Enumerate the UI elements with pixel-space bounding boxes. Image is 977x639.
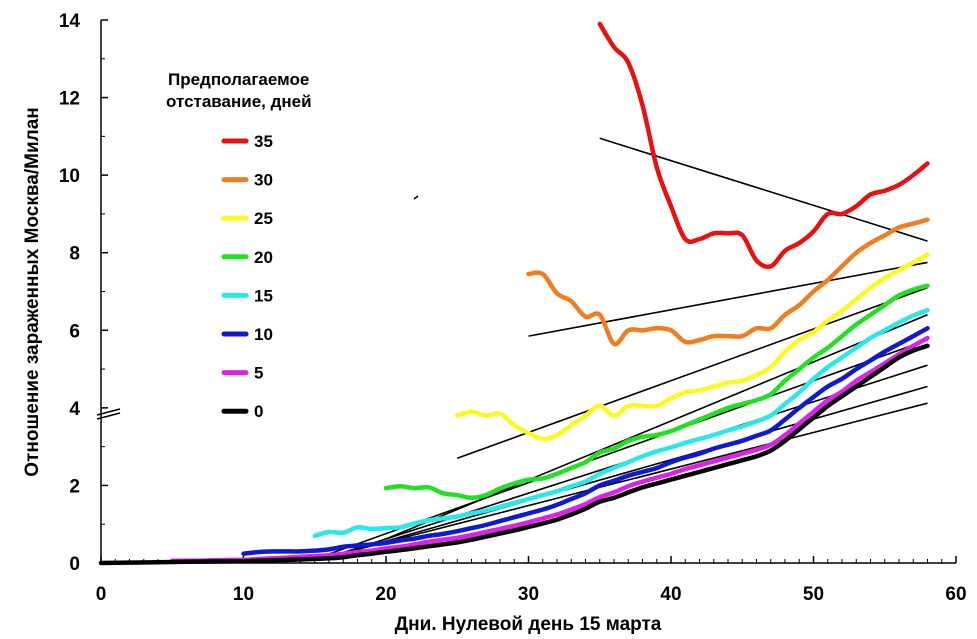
y-tick-label: 10 bbox=[59, 166, 80, 187]
series-line-35 bbox=[597, 21, 930, 270]
legend-label-10: 10 bbox=[254, 325, 273, 344]
series-line-20 bbox=[383, 283, 930, 501]
x-tick-label: 40 bbox=[660, 584, 681, 605]
series-line-0 bbox=[98, 343, 930, 566]
x-tick-label: 0 bbox=[96, 584, 107, 605]
legend-label-0: 0 bbox=[254, 402, 263, 421]
legend-label-15: 15 bbox=[254, 286, 273, 305]
legend-label-5: 5 bbox=[254, 364, 263, 383]
series-lines bbox=[98, 21, 930, 566]
y-tick-label: 8 bbox=[69, 244, 80, 265]
y-axis-title: Отношение зараженных Москва/Милан bbox=[22, 107, 43, 476]
legend-title-line-1: Предполагаемое bbox=[168, 70, 309, 89]
legend-title-line-2: отставание, дней bbox=[166, 92, 312, 111]
y-tick-label: 2 bbox=[69, 476, 80, 497]
axis-break-mark bbox=[96, 412, 121, 420]
trend-line bbox=[528, 261, 928, 337]
y-tick-label: 14 bbox=[59, 11, 81, 32]
trend-line bbox=[343, 385, 928, 555]
x-tick-label: 60 bbox=[945, 584, 966, 605]
x-tick-label: 30 bbox=[518, 584, 539, 605]
legend-label-25: 25 bbox=[254, 209, 273, 228]
series-line-5 bbox=[170, 335, 930, 563]
y-tick-label: 4 bbox=[69, 399, 80, 420]
series-line-25 bbox=[455, 252, 930, 442]
x-tick-label: 20 bbox=[375, 584, 396, 605]
y-tick-label: 6 bbox=[69, 321, 80, 342]
legend-label-30: 30 bbox=[254, 171, 273, 190]
stray-mark bbox=[413, 195, 419, 200]
trend-line bbox=[456, 286, 928, 460]
x-tick-label: 50 bbox=[803, 584, 824, 605]
y-tick-label: 12 bbox=[59, 89, 80, 110]
series-line-10 bbox=[241, 326, 930, 556]
trend-line bbox=[357, 402, 928, 551]
legend-label-20: 20 bbox=[254, 248, 273, 267]
y-tick-label: 0 bbox=[69, 554, 80, 575]
legend-items: 35 30 25 20 15 10 5 0 bbox=[221, 132, 273, 421]
x-axis-title: Дни. Нулевой день 15 марта bbox=[395, 614, 662, 635]
series-line-15 bbox=[312, 307, 930, 539]
legend: Предполагаемое отставание, дней 35 30 25 20… bbox=[166, 70, 312, 421]
series-line-30 bbox=[526, 217, 930, 347]
x-tick-label: 10 bbox=[233, 584, 254, 605]
legend-label-35: 35 bbox=[254, 132, 273, 151]
axis-break-mark bbox=[96, 408, 121, 416]
